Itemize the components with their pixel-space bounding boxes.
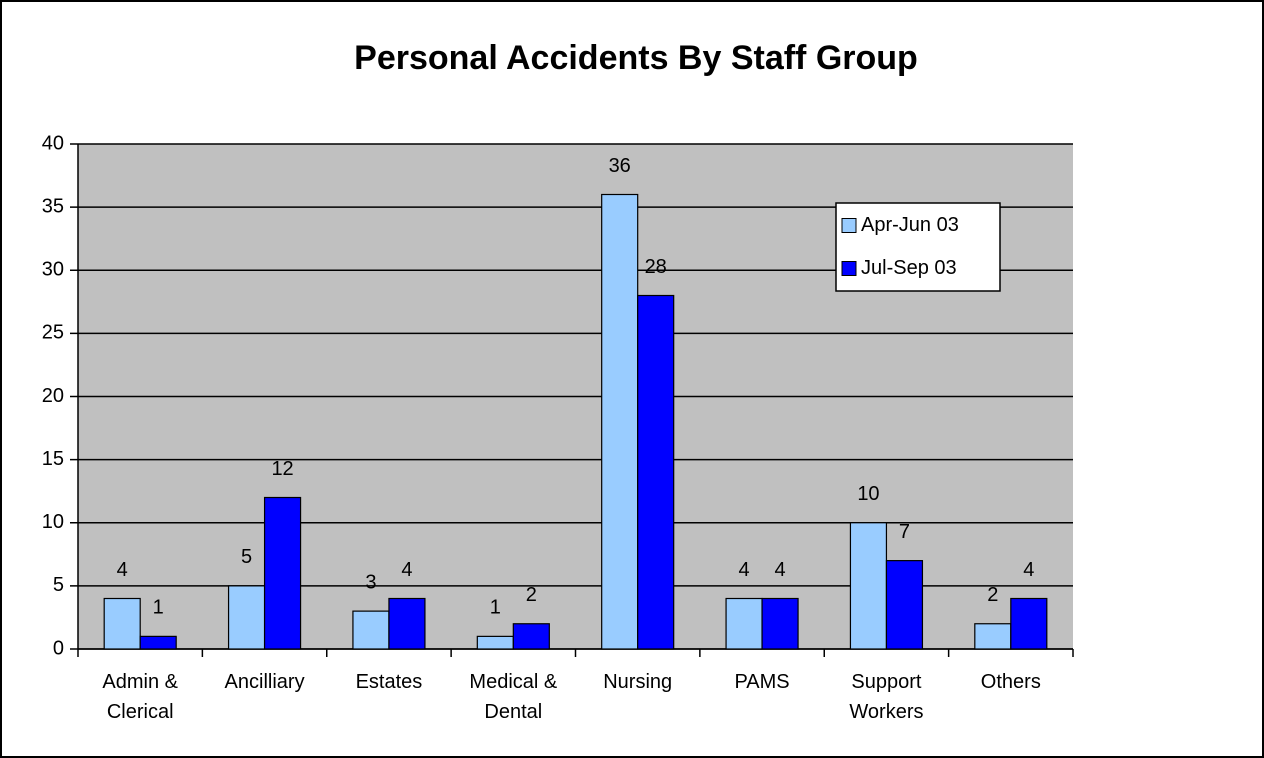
bar: [512, 623, 550, 650]
data-label: 10: [857, 483, 879, 505]
data-label: 4: [117, 559, 128, 581]
data-label: 5: [241, 546, 252, 568]
x-tick-label: Estates: [355, 671, 423, 693]
y-tick-label: 30: [42, 259, 64, 281]
data-label: 12: [271, 458, 293, 480]
legend-box: [835, 202, 1001, 292]
legend-label: Jul-Sep 03: [861, 257, 957, 279]
data-label: 3: [365, 571, 376, 593]
x-tick-label: PAMS: [734, 671, 790, 693]
bar: [1010, 597, 1048, 650]
legend-label: Apr-Jun 03: [861, 214, 959, 236]
data-label: 4: [775, 559, 786, 581]
bar: [849, 522, 888, 650]
data-label: 28: [645, 256, 667, 278]
data-label: 7: [899, 521, 910, 543]
data-label: 1: [490, 597, 501, 619]
bar: [103, 597, 141, 650]
legend-swatch: [841, 261, 857, 276]
bar: [885, 560, 924, 650]
y-tick-label: 25: [42, 322, 64, 344]
bar: [476, 635, 514, 650]
x-tick-label: Others: [980, 671, 1041, 693]
data-label: 4: [401, 559, 412, 581]
bar: [637, 294, 675, 650]
data-label: 4: [739, 559, 750, 581]
legend-swatch: [841, 218, 857, 233]
y-tick-label: 0: [53, 637, 64, 659]
data-label: 4: [1023, 559, 1034, 581]
data-label: 36: [609, 155, 631, 177]
x-tick-label: Support Workers: [849, 671, 924, 723]
bar: [139, 635, 177, 650]
bar: [601, 193, 639, 650]
bar: [263, 496, 302, 650]
bar: [761, 597, 799, 650]
bar: [352, 610, 390, 650]
x-tick-label: Medical & Dental: [469, 671, 558, 723]
x-tick-label: Nursing: [603, 671, 673, 693]
y-tick-label: 5: [53, 574, 64, 596]
chart-title: Personal Accidents By Staff Group: [354, 39, 918, 77]
y-tick-label: 10: [42, 511, 64, 533]
data-label: 1: [153, 597, 164, 619]
data-label: 2: [526, 584, 537, 606]
bar: [227, 585, 266, 650]
bar: [388, 597, 426, 650]
x-tick-label: Admin & Clerical: [102, 671, 178, 723]
y-tick-label: 15: [42, 448, 64, 470]
y-tick-label: 40: [42, 132, 64, 154]
bar: [725, 597, 763, 650]
x-tick-label: Ancilliary: [224, 671, 305, 693]
y-tick-label: 35: [42, 195, 64, 217]
bar: [974, 623, 1012, 650]
y-tick-label: 20: [42, 385, 64, 407]
data-label: 2: [987, 584, 998, 606]
